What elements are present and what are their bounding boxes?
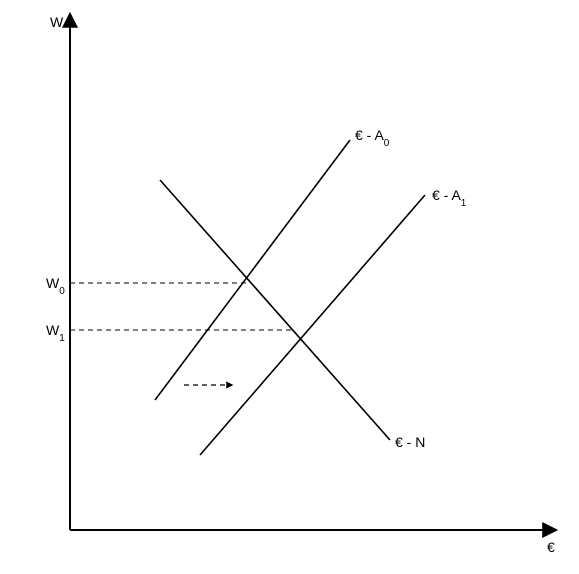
supply-curve-a0-label: € - A0 — [355, 127, 390, 149]
y-axis-label: W — [50, 14, 64, 30]
demand-curve-label: € - N — [395, 434, 425, 450]
demand-curve-line — [160, 180, 390, 440]
w1-label: W1 — [46, 322, 65, 344]
supply-curve-a1-label: € - A1 — [432, 187, 467, 209]
supply-curve-a1-line — [200, 195, 425, 455]
x-axis-label: € — [547, 539, 555, 555]
w0-label: W0 — [46, 275, 65, 297]
